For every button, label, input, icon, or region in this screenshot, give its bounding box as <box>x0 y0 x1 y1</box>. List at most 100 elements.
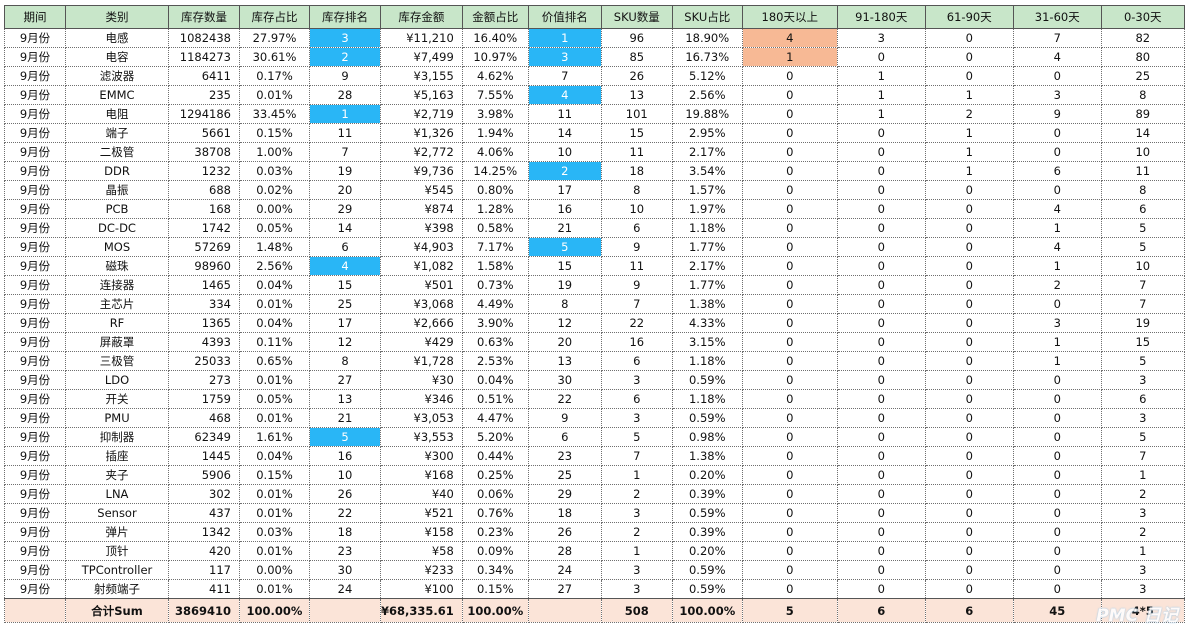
cell-stock-qty[interactable]: 5661 <box>168 123 240 143</box>
cell-stock-value[interactable]: ¥300 <box>380 446 463 466</box>
cell-value-share[interactable]: 0.58% <box>461 218 529 238</box>
cell-value-rank[interactable]: 30 <box>527 370 602 390</box>
total-age-31-60[interactable]: 45 <box>1012 598 1102 623</box>
cell-age-61-90[interactable]: 1 <box>924 85 1014 105</box>
cell-value-rank[interactable]: 18 <box>527 503 602 523</box>
cell-sku-count[interactable]: 3 <box>600 560 673 580</box>
cell-sku-share[interactable]: 1.18% <box>671 389 743 409</box>
cell-period[interactable]: 9月份 <box>4 275 66 295</box>
cell-sku-count[interactable]: 18 <box>600 161 673 181</box>
cell-age-91-180[interactable]: 0 <box>836 180 926 200</box>
cell-value-share[interactable]: 14.25% <box>461 161 529 181</box>
cell-sku-count[interactable]: 7 <box>600 294 673 314</box>
cell-stock-value[interactable]: ¥168 <box>380 465 463 485</box>
cell-value-rank[interactable]: 28 <box>527 541 602 561</box>
cell-age-61-90[interactable]: 2 <box>924 104 1014 124</box>
cell-age-0-30[interactable]: 7 <box>1100 446 1185 466</box>
cell-age-91-180[interactable]: 0 <box>836 351 926 371</box>
cell-stock-rank[interactable]: 1 <box>309 104 381 124</box>
cell-sku-share[interactable]: 2.56% <box>671 85 743 105</box>
cell-age-180plus[interactable]: 0 <box>741 332 838 352</box>
cell-age-61-90[interactable]: 0 <box>924 522 1014 542</box>
cell-value-share[interactable]: 7.55% <box>461 85 529 105</box>
cell-age-31-60[interactable]: 1 <box>1012 256 1102 276</box>
cell-sku-count[interactable]: 3 <box>600 408 673 428</box>
cell-stock-qty[interactable]: 1742 <box>168 218 240 238</box>
cell-stock-qty[interactable]: 38708 <box>168 142 240 162</box>
cell-sku-count[interactable]: 85 <box>600 47 673 67</box>
cell-period[interactable]: 9月份 <box>4 541 66 561</box>
header-stock-rank[interactable]: 库存排名 <box>309 5 381 29</box>
cell-age-0-30[interactable]: 5 <box>1100 237 1185 257</box>
cell-value-rank[interactable]: 13 <box>527 351 602 371</box>
cell-age-0-30[interactable]: 1 <box>1100 541 1185 561</box>
cell-age-31-60[interactable]: 0 <box>1012 465 1102 485</box>
cell-stock-share[interactable]: 0.01% <box>239 484 310 504</box>
cell-value-rank[interactable]: 29 <box>527 484 602 504</box>
cell-age-91-180[interactable]: 0 <box>836 47 926 67</box>
cell-value-share[interactable]: 7.17% <box>461 237 529 257</box>
cell-sku-share[interactable]: 19.88% <box>671 104 743 124</box>
cell-stock-value[interactable]: ¥398 <box>380 218 463 238</box>
cell-stock-share[interactable]: 1.48% <box>239 237 310 257</box>
cell-category[interactable]: 主芯片 <box>65 294 169 314</box>
cell-period[interactable]: 9月份 <box>4 503 66 523</box>
cell-age-0-30[interactable]: 3 <box>1100 408 1185 428</box>
cell-age-0-30[interactable]: 8 <box>1100 85 1185 105</box>
cell-category[interactable]: Sensor <box>65 503 169 523</box>
cell-value-rank[interactable]: 9 <box>527 408 602 428</box>
total-age-91-180[interactable]: 6 <box>836 598 926 623</box>
cell-sku-count[interactable]: 9 <box>600 275 673 295</box>
cell-sku-count[interactable]: 11 <box>600 142 673 162</box>
cell-stock-qty[interactable]: 25033 <box>168 351 240 371</box>
cell-stock-qty[interactable]: 98960 <box>168 256 240 276</box>
cell-period[interactable]: 9月份 <box>4 237 66 257</box>
cell-stock-rank[interactable]: 11 <box>309 123 381 143</box>
cell-stock-value[interactable]: ¥2,719 <box>380 104 463 124</box>
cell-sku-count[interactable]: 11 <box>600 256 673 276</box>
cell-stock-rank[interactable]: 24 <box>309 579 381 599</box>
cell-sku-count[interactable]: 10 <box>600 199 673 219</box>
cell-value-rank[interactable]: 12 <box>527 313 602 333</box>
cell-age-180plus[interactable]: 0 <box>741 313 838 333</box>
cell-age-31-60[interactable]: 0 <box>1012 503 1102 523</box>
cell-value-share[interactable]: 0.06% <box>461 484 529 504</box>
cell-sku-share[interactable]: 1.77% <box>671 275 743 295</box>
cell-stock-share[interactable]: 1.00% <box>239 142 310 162</box>
cell-period[interactable]: 9月份 <box>4 522 66 542</box>
cell-period[interactable]: 9月份 <box>4 313 66 333</box>
cell-stock-value[interactable]: ¥30 <box>380 370 463 390</box>
cell-sku-share[interactable]: 0.20% <box>671 541 743 561</box>
cell-value-share[interactable]: 3.90% <box>461 313 529 333</box>
cell-stock-share[interactable]: 0.02% <box>239 180 310 200</box>
cell-stock-share[interactable]: 0.00% <box>239 199 310 219</box>
cell-stock-qty[interactable]: 235 <box>168 85 240 105</box>
cell-age-91-180[interactable]: 0 <box>836 199 926 219</box>
cell-age-31-60[interactable]: 4 <box>1012 47 1102 67</box>
cell-period[interactable]: 9月份 <box>4 294 66 314</box>
cell-age-91-180[interactable]: 0 <box>836 408 926 428</box>
cell-age-180plus[interactable]: 0 <box>741 541 838 561</box>
cell-value-rank[interactable]: 20 <box>527 332 602 352</box>
cell-age-0-30[interactable]: 25 <box>1100 66 1185 86</box>
cell-sku-share[interactable]: 18.90% <box>671 28 743 48</box>
cell-stock-rank[interactable]: 4 <box>309 256 381 276</box>
cell-value-share[interactable]: 0.23% <box>461 522 529 542</box>
cell-stock-share[interactable]: 0.15% <box>239 123 310 143</box>
cell-value-rank[interactable]: 22 <box>527 389 602 409</box>
cell-stock-rank[interactable]: 16 <box>309 446 381 466</box>
cell-sku-count[interactable]: 9 <box>600 237 673 257</box>
cell-age-31-60[interactable]: 4 <box>1012 199 1102 219</box>
cell-stock-qty[interactable]: 168 <box>168 199 240 219</box>
cell-stock-rank[interactable]: 14 <box>309 218 381 238</box>
cell-stock-value[interactable]: ¥40 <box>380 484 463 504</box>
cell-age-0-30[interactable]: 89 <box>1100 104 1185 124</box>
cell-age-180plus[interactable]: 0 <box>741 180 838 200</box>
cell-value-rank[interactable]: 14 <box>527 123 602 143</box>
cell-age-0-30[interactable]: 6 <box>1100 199 1185 219</box>
cell-category[interactable]: 射频端子 <box>65 579 169 599</box>
cell-stock-share[interactable]: 0.00% <box>239 560 310 580</box>
cell-value-share[interactable]: 0.51% <box>461 389 529 409</box>
cell-age-0-30[interactable]: 10 <box>1100 256 1185 276</box>
cell-age-31-60[interactable]: 1 <box>1012 332 1102 352</box>
